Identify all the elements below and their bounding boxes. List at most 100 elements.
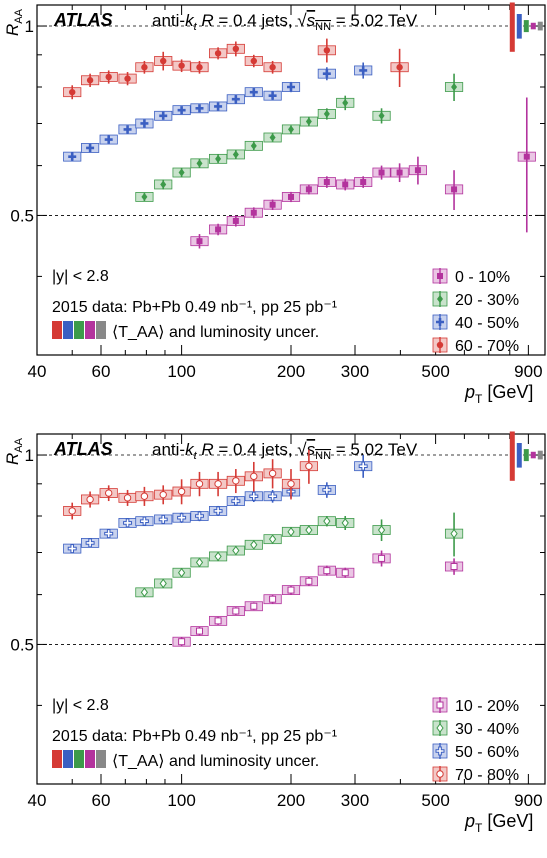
data-point [378, 111, 385, 120]
data-point [342, 181, 349, 188]
uncertainty-label: ⟨T_AA⟩ and luminosity uncer. [112, 324, 319, 341]
series-20-30% [135, 73, 464, 202]
y-tick-label: 1 [25, 17, 34, 36]
tAA-uncertainty-box [516, 14, 522, 39]
data-point [287, 586, 295, 594]
legend-label: 30 - 40% [455, 721, 519, 738]
data-point [195, 104, 204, 113]
tAA-uncertainty-box [530, 22, 536, 30]
data-point [288, 193, 294, 200]
series-0-10% [190, 97, 536, 249]
data-point [305, 462, 313, 470]
uncertainty-swatch [52, 321, 62, 339]
data-point [194, 511, 204, 521]
data-point [268, 91, 277, 100]
data-point [140, 492, 149, 500]
data-point [214, 480, 222, 488]
data-point [378, 554, 386, 562]
tAA-uncertainty-box [537, 21, 543, 31]
subtitle: anti-kt R = 0.4 jets, √sNN = 5.02 TeV [152, 440, 418, 462]
data-point [287, 83, 296, 92]
legend-label: 40 - 50% [455, 315, 519, 332]
uncertainty-swatch [63, 750, 73, 768]
data-point [86, 77, 94, 84]
data-point [86, 143, 95, 152]
x-tick-label: 60 [92, 791, 111, 810]
data-point [214, 617, 222, 625]
series-60-70% [63, 38, 409, 100]
data-point [269, 133, 276, 142]
data-point [268, 469, 277, 478]
data-point [523, 153, 530, 160]
data-point [68, 152, 77, 161]
data-point [451, 186, 458, 193]
uncertainty-swatch [85, 750, 95, 768]
data-point [323, 179, 330, 186]
data-point [104, 135, 113, 144]
data-point [250, 141, 257, 150]
x-tick-label: 40 [28, 362, 47, 381]
data-point [269, 595, 277, 603]
legend-label: 60 - 70% [455, 338, 519, 355]
data-point [323, 567, 331, 575]
data-point [358, 461, 368, 471]
data-point [140, 587, 149, 598]
data-point [141, 192, 148, 201]
data-point [232, 545, 240, 556]
legend-label: 20 - 30% [455, 292, 519, 309]
uncertainty-swatch [74, 321, 84, 339]
data-point [232, 607, 240, 615]
data-point [323, 516, 331, 527]
rapidity-cut: |y| < 2.8 [52, 268, 109, 285]
x-tick-label: 40 [28, 791, 47, 810]
data-point [322, 69, 331, 78]
legend-label: 50 - 60% [455, 744, 519, 761]
uncertainty-swatch [63, 321, 73, 339]
x-tick-label: 100 [167, 791, 195, 810]
data-point [288, 125, 294, 134]
data-point [124, 75, 131, 82]
data-point [287, 526, 295, 537]
tAA-uncertainty-box [516, 443, 522, 468]
data-point [178, 62, 185, 69]
y-axis-title: RAA [3, 437, 25, 465]
data-point [139, 516, 149, 526]
tAA-uncertainty-box [523, 20, 529, 33]
atlas-label: ATLAS [53, 10, 113, 30]
y-tick-label: 0.5 [10, 206, 34, 225]
atlas-label: ATLAS [53, 439, 113, 459]
data-point [305, 186, 312, 193]
data-point [342, 98, 349, 107]
data-point [160, 180, 167, 189]
data-point [436, 341, 444, 349]
data-point [232, 217, 239, 224]
data-point [305, 577, 313, 585]
x-tick-label: 300 [341, 362, 369, 381]
data-point [85, 538, 95, 548]
legend-label: 70 - 80% [455, 767, 519, 784]
data-point [231, 496, 241, 506]
data-point [195, 480, 204, 488]
data-point [159, 111, 168, 120]
data-point [450, 563, 458, 571]
data-description: 2015 data: Pb+Pb 0.49 nb⁻¹, pp 25 pb⁻¹ [52, 728, 337, 745]
data-point [177, 487, 186, 496]
data-point [105, 73, 112, 81]
uncertainty-swatch [85, 321, 95, 339]
x-tick-label: 200 [277, 791, 305, 810]
x-tick-label: 500 [421, 791, 449, 810]
data-point [232, 477, 240, 485]
series-40-50% [63, 62, 373, 162]
data-point [195, 627, 203, 635]
tAA-uncertainty-box [530, 451, 536, 459]
data-point [377, 525, 386, 535]
tAA-uncertainty-box [537, 450, 543, 460]
data-point [177, 567, 186, 578]
data-point [196, 64, 203, 71]
data-point [250, 57, 257, 65]
uncertainty-swatch [74, 750, 84, 768]
data-point [341, 569, 349, 577]
x-tick-label: 900 [514, 791, 542, 810]
data-point [378, 169, 385, 176]
legend: 10 - 20% 30 - 40% 50 - 60% 70 - 80% [432, 697, 519, 784]
